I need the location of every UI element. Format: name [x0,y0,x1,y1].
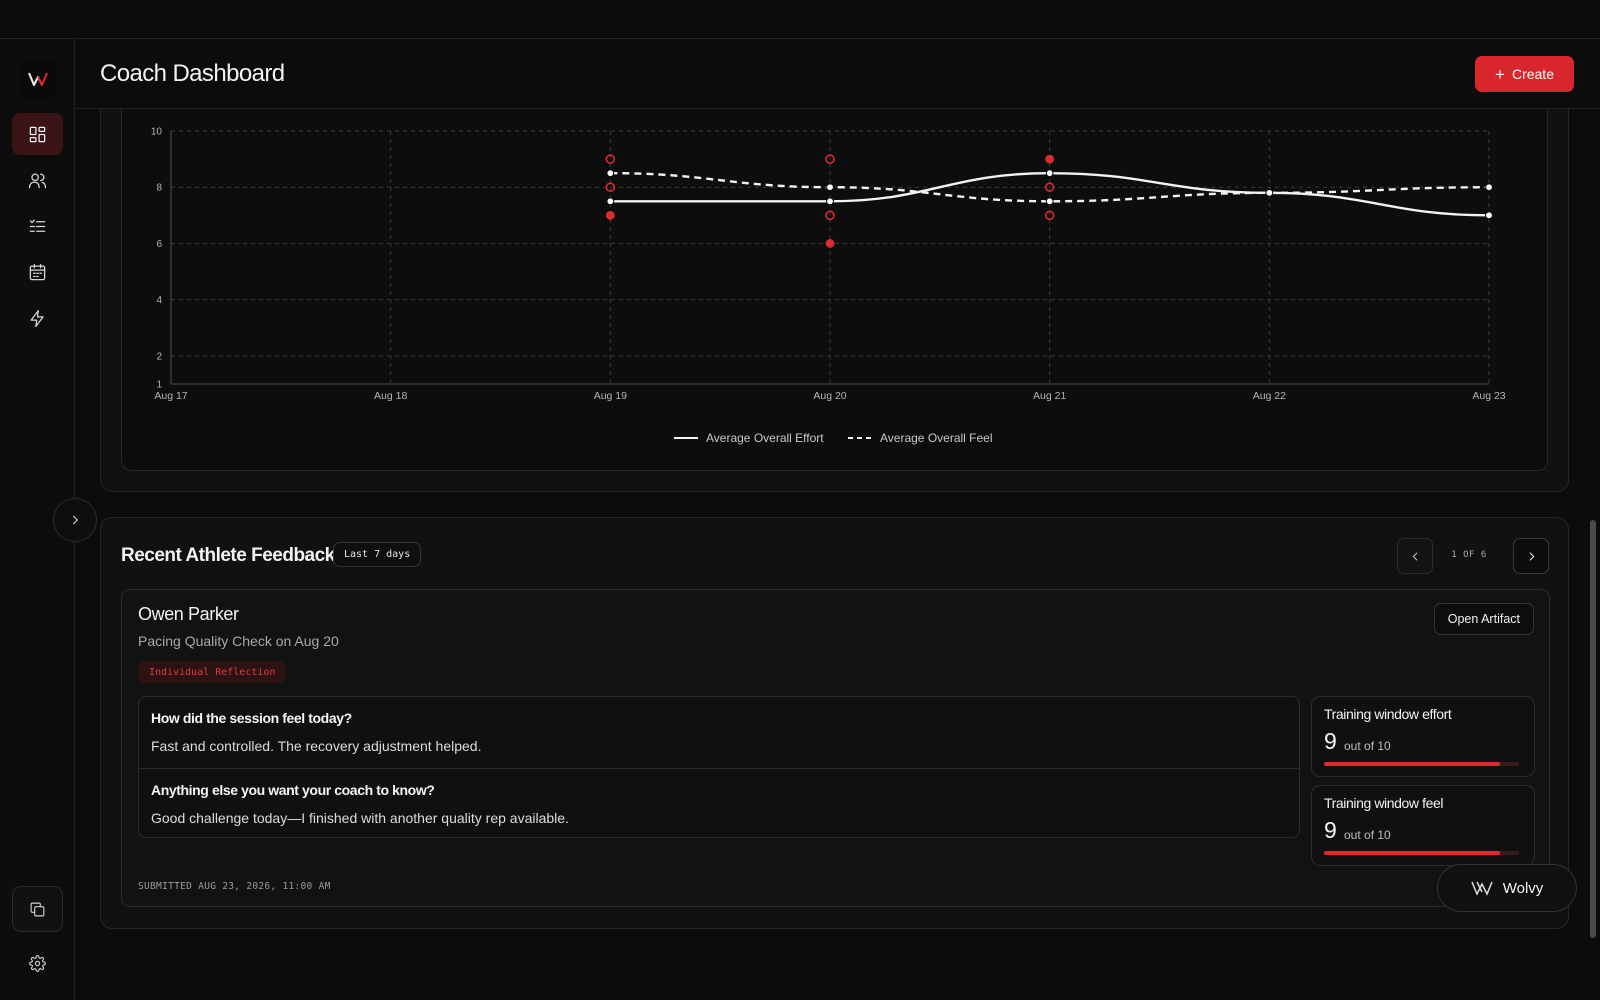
athlete-response-hollow [1044,210,1055,221]
submitted-timestamp: SUBMITTED AUG 23, 2026, 11:00 AM [138,881,331,892]
athlete-response-filled [825,239,835,248]
metric-progress-fill [1324,762,1500,766]
series-point [606,169,615,178]
series-point [826,197,834,206]
athlete-response-filled [605,210,615,220]
x-tick-label: Aug 19 [594,390,627,402]
athlete-response-hollow [605,154,616,164]
assistant-button[interactable]: Wolvy [1437,864,1577,912]
series-point [1045,197,1054,206]
x-tick-label: Aug 17 [154,390,187,402]
feedback-panel: Recent Athlete Feedback Last 7 days 1 OF… [100,517,1569,929]
checklist-icon [29,219,46,232]
metric-value: 9 [1324,817,1337,843]
session-title: Pacing Quality Check on Aug 20 [138,633,339,649]
feedback-card: Owen Parker Pacing Quality Check on Aug … [121,589,1550,907]
metric-unit: out of 10 [1344,739,1391,753]
open-artifact-button[interactable]: Open Artifact [1433,603,1534,635]
x-tick-label: Aug 18 [374,390,407,402]
series-point [1265,188,1274,197]
reflection-tag: Individual Reflection [138,661,287,683]
chevron-right-icon [1529,551,1534,561]
chevron-left-icon [1412,551,1417,561]
question: How did the session feel today? [151,710,352,726]
wolvy-logo-icon [1471,881,1493,896]
metric-progress-fill [1324,851,1500,855]
create-button[interactable]: + Create [1475,56,1574,92]
y-tick-label: 4 [156,295,162,306]
metric-unit: out of 10 [1344,828,1391,842]
effort-feel-chart: 1 2 4 6 8 10 Aug 17 Aug 18 Aug 19 Aug 20 Aug 21 Aug… [121,60,1548,471]
legend-label-effort: Average Overall Effort [706,431,824,445]
metric-value: 9 [1324,728,1337,754]
plus-icon: + [1495,64,1505,84]
prev-page-button[interactable] [1397,538,1433,574]
page-title: Coach Dashboard [100,60,285,87]
answer: Fast and controlled. The recovery adjust… [151,738,482,754]
y-tick-label: 10 [151,127,163,138]
dashboard-icon [29,126,46,142]
question: Anything else you want your coach to kno… [151,782,435,798]
series-point [1045,169,1054,178]
qa-item: How did the session feel today? Fast and… [139,697,1299,768]
sidebar-item-athletes[interactable] [12,159,63,201]
qa-item: Anything else you want your coach to kno… [139,768,1299,837]
legend-label-feel: Average Overall Feel [880,431,993,445]
sidebar-item-tasks[interactable] [12,205,63,247]
sidebar-item-calendar[interactable] [12,251,63,293]
qa-list: How did the session feel today? Fast and… [138,696,1300,838]
sidebar-item-dashboard[interactable] [12,113,63,155]
y-tick-label: 2 [156,351,162,362]
series-point [606,197,615,206]
chart-svg: 1 2 4 6 8 10 Aug 17 Aug 18 Aug 19 Aug 20 Aug 21 Aug… [151,127,1506,446]
metric-label: Training window feel [1324,795,1444,811]
athlete-response-hollow [825,210,835,221]
gear-icon [29,954,46,972]
range-badge: Last 7 days [333,542,422,567]
series-line [610,171,1490,203]
bolt-icon [30,309,44,327]
sidebar-item-activity[interactable] [12,297,63,339]
effort-metric-card: Training window effort 9 out of 10 [1311,696,1535,777]
athlete-response-hollow [1044,182,1055,193]
copy-icon [30,902,45,916]
x-tick-label: Aug 20 [813,390,846,402]
app-logo[interactable] [18,59,57,98]
feedback-title: Recent Athlete Feedback [121,545,335,566]
settings-button[interactable] [12,943,63,983]
athlete-response-hollow [605,182,616,193]
metric-label: Training window effort [1324,706,1452,722]
next-page-button[interactable] [1513,538,1549,574]
x-tick-label: Aug 22 [1253,390,1286,402]
create-button-label: Create [1511,66,1554,82]
series-point [1485,211,1493,220]
users-icon [28,173,47,188]
athlete-name: Owen Parker [138,604,239,624]
sidebar-expand-button[interactable] [53,498,97,542]
feel-metric-card: Training window feel 9 out of 10 [1311,785,1535,866]
top-bar [0,0,1600,39]
series-point [826,183,834,192]
y-tick-label: 8 [156,183,162,194]
page-header: Coach Dashboard + Create [76,40,1600,109]
metric-progress-bar [1324,762,1519,766]
chevron-right-icon [72,515,79,525]
answer: Good challenge today—I finished with ano… [151,810,569,826]
y-tick-label: 6 [156,239,162,250]
metric-progress-bar [1324,851,1519,855]
athlete-response-hollow [825,154,835,164]
athlete-response-filled [1045,154,1055,164]
assistant-label: Wolvy [1502,879,1544,897]
page-indicator: 1 OF 6 [1451,550,1487,560]
x-tick-label: Aug 23 [1472,390,1505,402]
series-point [1485,183,1493,192]
scrollbar[interactable] [1590,520,1596,938]
copy-button[interactable] [12,886,63,932]
y-tick-label: 1 [156,380,162,391]
x-tick-label: Aug 21 [1033,390,1066,402]
calendar-icon [29,263,46,280]
